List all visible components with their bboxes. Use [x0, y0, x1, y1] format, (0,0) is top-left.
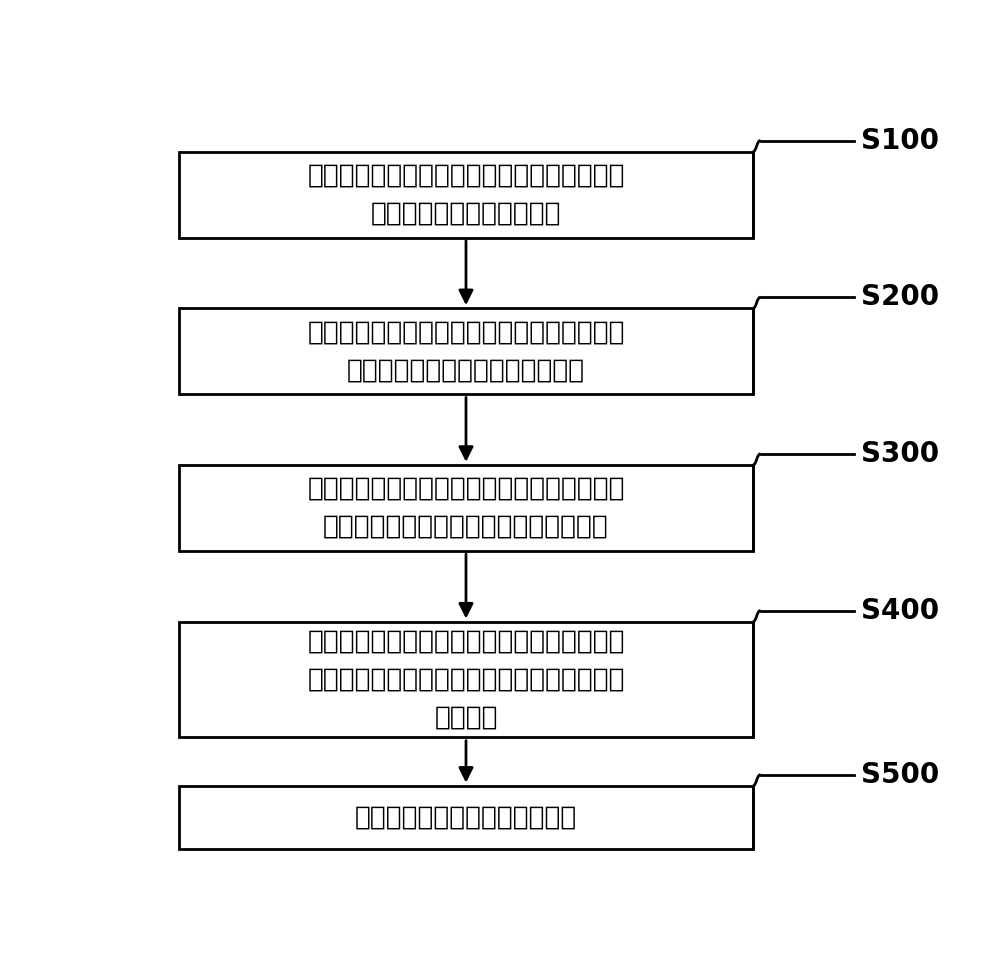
Text: S300: S300: [861, 440, 939, 468]
FancyBboxPatch shape: [179, 152, 753, 237]
Text: S500: S500: [861, 761, 940, 789]
Text: 根据调整码的数值大小、调整码的中间数位和
最低数位以及当前的可用扭矩计算电机的输出
扭矩限值: 根据调整码的数值大小、调整码的中间数位和 最低数位以及当前的可用扭矩计算电机的输…: [307, 629, 625, 731]
FancyBboxPatch shape: [179, 786, 753, 850]
Text: 根据输出扭矩限值控制电机工作: 根据输出扭矩限值控制电机工作: [355, 804, 577, 830]
Text: S100: S100: [861, 127, 939, 154]
FancyBboxPatch shape: [179, 465, 753, 551]
FancyBboxPatch shape: [179, 308, 753, 394]
Text: 获取目标车辆的车型信息、当前的需求扭矩、
电机当前的可用扭矩和当前的转速: 获取目标车辆的车型信息、当前的需求扭矩、 电机当前的可用扭矩和当前的转速: [307, 320, 625, 384]
Text: S200: S200: [861, 283, 939, 311]
Text: S400: S400: [861, 597, 939, 625]
Text: 根据车型信息、当前的需求扭矩和当前的转速
在相应的对应关系表中获取相应的调整码: 根据车型信息、当前的需求扭矩和当前的转速 在相应的对应关系表中获取相应的调整码: [307, 476, 625, 540]
FancyBboxPatch shape: [179, 622, 753, 737]
Text: 建立各个车型的车辆的电机的转速、需求扭矩
和调整码之间的对应关系表: 建立各个车型的车辆的电机的转速、需求扭矩 和调整码之间的对应关系表: [307, 163, 625, 227]
